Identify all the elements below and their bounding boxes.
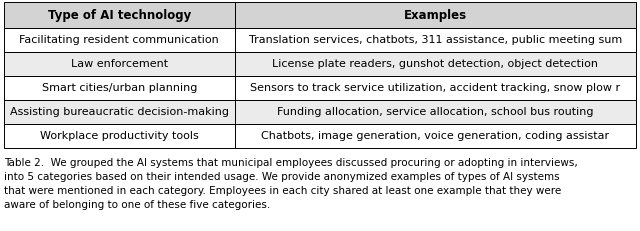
Text: Examples: Examples	[404, 9, 467, 21]
Text: that were mentioned in each category. Employees in each city shared at least one: that were mentioned in each category. Em…	[4, 186, 561, 196]
Bar	[235, 124, 636, 148]
Text: Smart cities/urban planning: Smart cities/urban planning	[42, 83, 197, 93]
Bar	[4, 52, 235, 76]
Bar	[235, 52, 636, 76]
Bar	[235, 2, 636, 28]
Text: Chatbots, image generation, voice generation, coding assistar: Chatbots, image generation, voice genera…	[261, 131, 609, 141]
Text: Table 2.  We grouped the AI systems that municipal employees discussed procuring: Table 2. We grouped the AI systems that …	[4, 158, 578, 168]
Text: Facilitating resident communication: Facilitating resident communication	[19, 35, 220, 45]
Text: Sensors to track service utilization, accident tracking, snow plow r: Sensors to track service utilization, ac…	[250, 83, 620, 93]
Text: Funding allocation, service allocation, school bus routing: Funding allocation, service allocation, …	[277, 107, 593, 117]
Bar	[4, 2, 235, 28]
Bar	[4, 28, 235, 52]
Text: Law enforcement: Law enforcement	[71, 59, 168, 69]
Text: Assisting bureaucratic decision-making: Assisting bureaucratic decision-making	[10, 107, 229, 117]
Text: Workplace productivity tools: Workplace productivity tools	[40, 131, 198, 141]
Text: Translation services, chatbots, 311 assistance, public meeting sum: Translation services, chatbots, 311 assi…	[249, 35, 622, 45]
Bar	[4, 76, 235, 100]
Text: aware of belonging to one of these five categories.: aware of belonging to one of these five …	[4, 200, 270, 210]
Bar	[235, 100, 636, 124]
Bar	[235, 28, 636, 52]
Text: License plate readers, gunshot detection, object detection: License plate readers, gunshot detection…	[273, 59, 598, 69]
Bar	[4, 124, 235, 148]
Text: into 5 categories based on their intended usage. We provide anonymized examples : into 5 categories based on their intende…	[4, 172, 559, 182]
Bar	[235, 76, 636, 100]
Bar	[4, 100, 235, 124]
Text: Type of AI technology: Type of AI technology	[48, 9, 191, 21]
